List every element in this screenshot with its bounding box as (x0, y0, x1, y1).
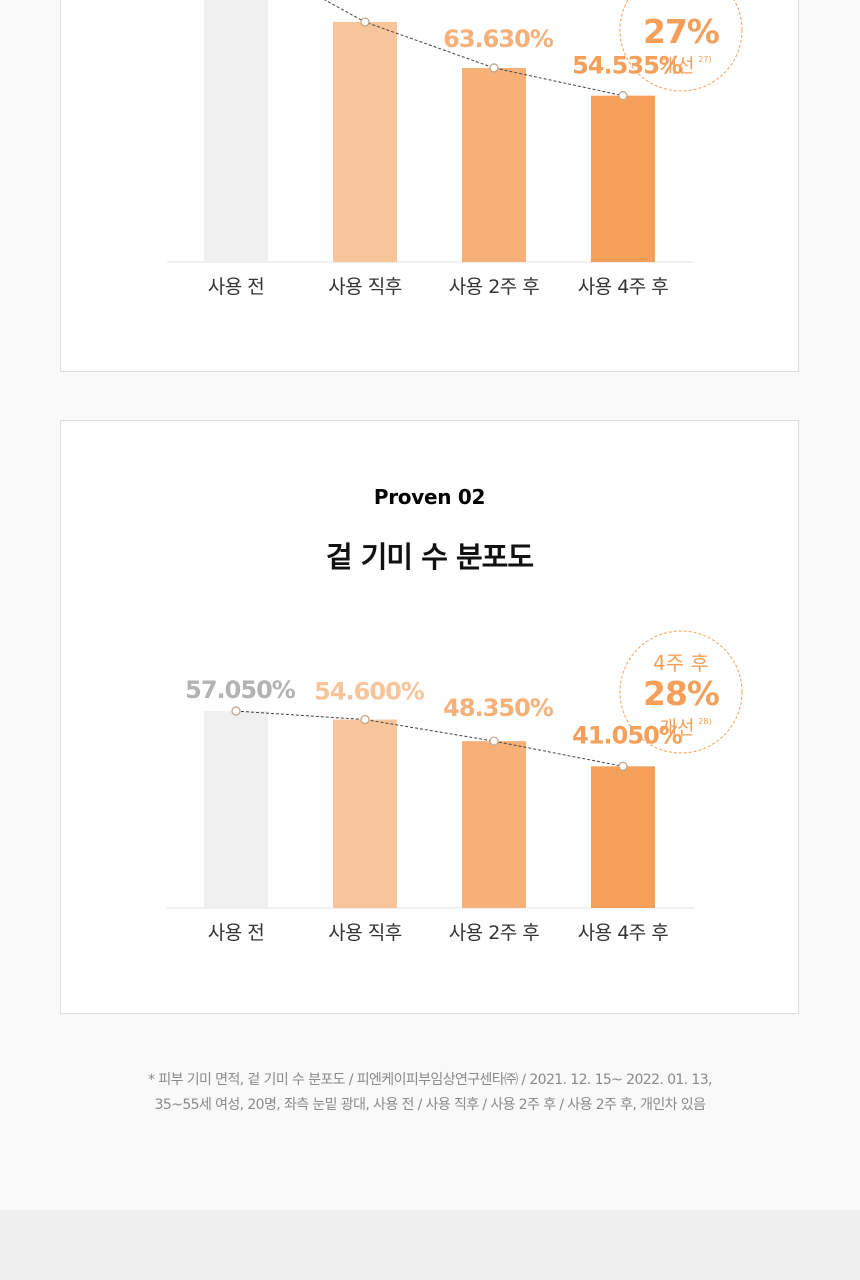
trend-point (489, 736, 499, 746)
bar-0 (204, 711, 268, 908)
x-tick-label: 사용 4주 후 (578, 922, 669, 944)
proven-02-card: Proven 02 겉 기미 수 분포도 사용 전 57.050% 사용 직후 54.… (60, 420, 799, 1014)
badge-percent: 28% (643, 674, 720, 713)
trend-point (231, 706, 241, 716)
bar-3 (591, 95, 655, 262)
value-label: 54.600% (314, 678, 425, 706)
badge-period: 4주 후 (653, 651, 709, 675)
improvement-badge-circle (619, 0, 743, 92)
value-label: 48.350% (443, 694, 554, 722)
x-tick-label: 사용 직후 (328, 922, 401, 944)
proven-label: Proven 02 (373, 485, 486, 509)
x-tick-label: 사용 2주 후 (449, 922, 540, 944)
badge-footnote-ref: 28) (698, 717, 711, 726)
trend-line (235, 710, 624, 767)
value-label: 54.535% (572, 52, 683, 80)
bar-1 (333, 719, 397, 908)
chart-2-svg: 사용 전 57.050% 사용 직후 54.600% 사용 2주 후 48.350% 사용 … (167, 630, 743, 944)
value-label: 63.630% (443, 25, 554, 53)
badge-percent: 27% (643, 12, 720, 51)
chart-1-svg: 사용 전 사용 직후 사용 2주 후 63.630% 사용 4주 후 54.535%27%… (167, 0, 743, 298)
bottom-band (0, 1210, 860, 1280)
value-label: 57.050% (185, 676, 296, 704)
badge-label: 개선 (660, 717, 695, 739)
trend-point (489, 63, 499, 73)
x-tick-label: 사용 2주 후 (449, 276, 540, 298)
badge-label: 개선 (660, 55, 695, 77)
value-label: 41.050% (572, 721, 683, 749)
x-tick-label: 사용 전 (208, 276, 264, 298)
x-tick-label: 사용 직후 (328, 276, 401, 298)
x-tick-label: 사용 전 (208, 922, 264, 944)
trend-point (360, 714, 370, 725)
footnote-line-2: 35~55세 여성, 20명, 좌측 눈밑 광대, 사용 전 / 사용 직후 /… (154, 1097, 706, 1113)
proven-01-card: 사용 전 사용 직후 사용 2주 후 63.630% 사용 4주 후 54.535% 27%… (60, 0, 799, 372)
badge-footnote-ref: 27) (698, 55, 711, 64)
chart-title: 겉 기미 수 분포도 (325, 540, 534, 574)
footnote: * 피부 기미 면적, 겉 기미 수 분포도 / 피엔케이피부임상연구센타㈜ /… (0, 1068, 860, 1118)
x-tick-label: 사용 4주 후 (578, 276, 669, 298)
trend-point (360, 17, 370, 27)
trend-line (323, 0, 624, 97)
bar-2 (462, 67, 526, 262)
trend-point (618, 91, 628, 101)
trend-point (618, 761, 628, 771)
footnote-line-1: * 피부 기미 면적, 겉 기미 수 분포도 / 피엔케이피부임상연구센타㈜ /… (148, 1072, 712, 1088)
bar-0 (204, 0, 268, 262)
improvement-badge-circle (619, 630, 743, 754)
bar-3 (591, 766, 655, 908)
bar-2 (462, 741, 526, 908)
bar-1 (333, 22, 397, 262)
